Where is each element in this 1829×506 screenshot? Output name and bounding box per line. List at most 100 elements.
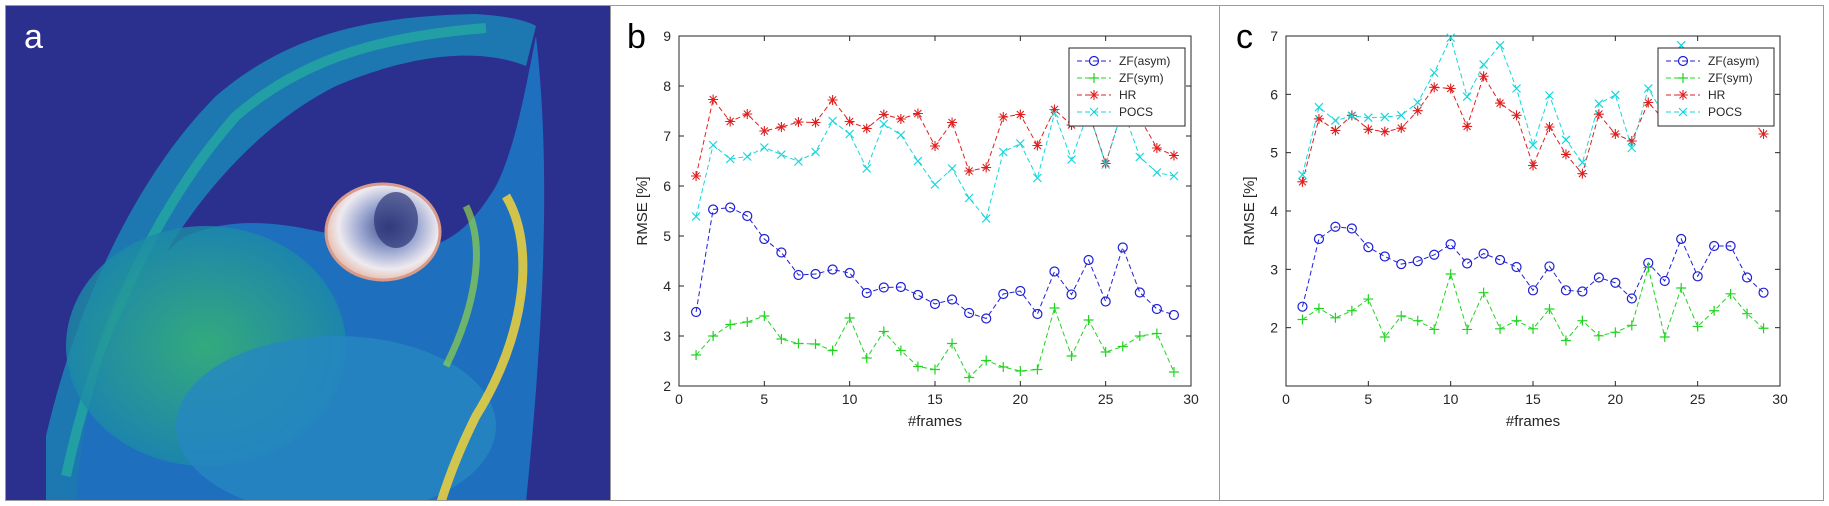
c-series-line-hr (1302, 75, 1764, 182)
c-x-tick-label: 20 (1608, 391, 1624, 407)
b-data-point-hr (981, 162, 992, 173)
b-legend-label-zf-asym: ZF(asym) (1119, 54, 1170, 68)
b-data-point-zf-asym (759, 233, 770, 245)
mri-bright-vessel (436, 193, 528, 500)
c-data-point-zf-asym (1709, 240, 1720, 252)
c-data-point-pocs (1462, 92, 1472, 102)
panel-label-b: b (627, 18, 646, 56)
b-data-point-pocs (862, 164, 872, 173)
c-y-tick-label: 3 (1270, 261, 1278, 277)
c-data-point-zf-asym (1445, 239, 1456, 250)
mri-bright-vessel-2 (442, 204, 480, 368)
b-data-point-zf-asym (912, 289, 924, 301)
c-data-point-hr (1577, 168, 1588, 179)
b-data-point-hr (1049, 104, 1060, 115)
c-y-tick-label: 2 (1270, 320, 1278, 336)
c-data-point-pocs (1413, 98, 1423, 107)
c-data-point-zf-asym (1313, 233, 1325, 245)
b-data-point-hr (844, 116, 855, 127)
c-x-tick-label: 25 (1690, 391, 1706, 407)
c-legend-label-zf-asym: ZF(asym) (1708, 54, 1759, 68)
b-legend-label-pocs: POCS (1119, 105, 1153, 119)
b-legend-marker-pocs (1089, 107, 1099, 117)
chart-c-svg: 0 5 10 15 20 25 30 2 3 4 5 6 7 #frames RMSE [%] ZF(asym… (1241, 28, 1788, 430)
c-data-point-zf-sym (1363, 294, 1374, 305)
c-data-point-pocs (1363, 113, 1373, 123)
b-data-point-zf-sym (1049, 303, 1060, 313)
b-data-point-hr (1015, 109, 1026, 120)
c-data-point-hr (1445, 83, 1456, 94)
b-data-point-zf-asym (1066, 289, 1077, 300)
b-data-point-zf-asym (1151, 303, 1162, 315)
c-data-point-pocs (1429, 68, 1439, 78)
c-data-point-zf-sym (1462, 324, 1473, 335)
b-data-point-pocs (811, 147, 820, 157)
c-y-tick-label: 7 (1270, 28, 1278, 44)
c-data-point-zf-asym (1725, 240, 1736, 252)
b-data-point-hr (878, 109, 889, 120)
b-x-tick-label: 0 (675, 391, 683, 407)
b-x-tick-label: 30 (1183, 391, 1199, 407)
panel-b-chart: 0 5 10 15 20 25 30 2 3 4 5 6 7 8 9 #frames RMSE [%] ZF(as… (610, 5, 1220, 501)
c-series-zf-asym (1297, 221, 1769, 312)
c-data-point-pocs (1545, 91, 1554, 100)
b-data-point-pocs (1067, 155, 1076, 164)
b-legend-marker-hr (1089, 90, 1099, 100)
c-data-point-hr (1528, 160, 1538, 171)
b-data-point-zf-asym (690, 306, 702, 318)
b-x-tick-label: 15 (927, 391, 943, 407)
b-data-point-hr (793, 117, 804, 127)
c-y-tick-label: 4 (1270, 203, 1278, 219)
c-data-point-zf-sym (1445, 269, 1456, 279)
b-data-point-zf-asym (964, 307, 975, 319)
c-legend-label-zf-sym: ZF(sym) (1708, 71, 1753, 85)
c-legend-label-pocs: POCS (1708, 105, 1742, 119)
c-x-tick-label: 0 (1282, 391, 1290, 407)
c-series-zf-sym (1297, 262, 1769, 346)
c-x-tick-label: 5 (1364, 391, 1372, 407)
b-data-point-hr (912, 108, 923, 119)
b-data-point-zf-sym (861, 353, 872, 363)
b-data-point-zf-asym (1134, 287, 1145, 298)
c-data-point-zf-sym (1610, 327, 1621, 338)
b-y-tick-label: 8 (663, 78, 671, 94)
b-data-point-zf-sym (930, 364, 940, 375)
b-data-point-zf-sym (725, 319, 736, 330)
b-data-point-zf-sym (1032, 364, 1043, 375)
b-data-point-pocs (794, 157, 803, 166)
b-data-point-pocs (913, 156, 923, 166)
c-x-tick-label: 15 (1525, 391, 1541, 407)
c-data-point-pocs (1298, 170, 1307, 180)
c-data-point-zf-asym (1330, 221, 1341, 232)
b-data-point-zf-asym (929, 298, 941, 310)
b-legend: ZF(asym) ZF(sym) HR POCS (1068, 47, 1186, 127)
c-data-point-zf-asym (1593, 272, 1604, 283)
b-data-point-zf-asym (725, 202, 736, 213)
b-legend-marker-zf-sym (1089, 73, 1099, 83)
c-data-point-zf-sym (1379, 332, 1390, 342)
panel-a-mri-image: a (5, 5, 611, 501)
b-data-point-pocs (845, 129, 855, 139)
b-data-point-zf-sym (1168, 367, 1179, 377)
b-data-point-zf-sym (998, 362, 1009, 372)
b-y-tick-label: 3 (663, 328, 671, 344)
c-data-point-hr (1560, 149, 1571, 160)
b-x-tick-label: 5 (760, 391, 768, 407)
c-data-point-zf-sym (1659, 332, 1670, 342)
c-data-point-pocs (1396, 110, 1406, 120)
c-data-point-zf-sym (1626, 320, 1637, 331)
c-data-point-zf-sym (1544, 304, 1555, 314)
c-data-point-zf-sym (1495, 323, 1506, 334)
b-data-point-hr (708, 94, 719, 105)
c-data-point-zf-sym (1297, 314, 1308, 325)
b-data-point-zf-asym (981, 313, 992, 324)
c-data-point-zf-sym (1330, 312, 1341, 323)
c-data-point-zf-sym (1313, 303, 1324, 314)
b-data-point-pocs (691, 212, 701, 221)
c-data-point-zf-asym (1544, 261, 1555, 272)
c-data-point-zf-sym (1742, 308, 1753, 319)
c-y-tick-label: 5 (1270, 145, 1278, 161)
b-data-point-zf-asym (1100, 296, 1111, 307)
b-data-point-zf-asym (1117, 242, 1128, 253)
c-data-point-hr (1610, 129, 1621, 139)
